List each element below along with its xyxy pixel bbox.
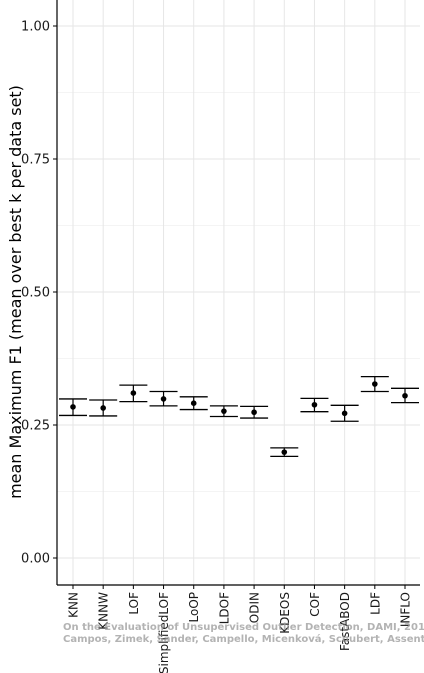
data-point (251, 409, 257, 416)
y-tick-label: 0.75 (21, 153, 50, 168)
x-tick-label: LOF (127, 592, 141, 615)
x-tick-label: COF (308, 592, 322, 617)
axis-layer (53, 0, 420, 589)
watermark-line-2: Campos, Zimek, Sander, Campello, Micenko… (63, 633, 424, 645)
data-point (341, 410, 348, 417)
data-point (160, 396, 167, 402)
data-point (70, 404, 76, 410)
data-point (221, 408, 227, 414)
data-point (130, 390, 137, 396)
tick-labels: 0.00 0.25 0.50 0.75 1.00 KNN KNNW LOF Simplified… (21, 20, 412, 673)
x-tick-label: SimplifiedLOF (157, 592, 171, 673)
x-tick-label: KNNW (97, 592, 111, 630)
y-tick-label: 0.50 (21, 286, 50, 301)
x-tick-label: KNN (67, 592, 81, 618)
x-tick-label: INFLO (399, 592, 413, 627)
x-tick-label: LoOP (187, 592, 201, 623)
grid-layer (57, 0, 420, 585)
data-point (100, 405, 106, 411)
y-tick-label: 1.00 (21, 20, 50, 35)
y-tick-label: 0.25 (21, 419, 50, 434)
data-point (281, 449, 288, 455)
data-point (402, 392, 408, 399)
y-tick-label: 0.00 (21, 552, 50, 567)
data-point (311, 401, 318, 408)
watermark-line-1: On the Evaluation of Unsupervised Outlie… (63, 622, 424, 633)
data-point (190, 400, 197, 406)
x-tick-label: ODIN (248, 592, 262, 623)
data-point (372, 381, 378, 387)
x-tick-label: LDOF (217, 592, 231, 624)
x-tick-label: LDF (368, 592, 382, 615)
data-marks (59, 375, 419, 458)
y-axis-label: mean Maximum F1 (mean over best k per da… (6, 85, 25, 499)
x-tick-label: KDEOS (278, 592, 292, 634)
x-tick-label: FastABOD (338, 592, 352, 651)
